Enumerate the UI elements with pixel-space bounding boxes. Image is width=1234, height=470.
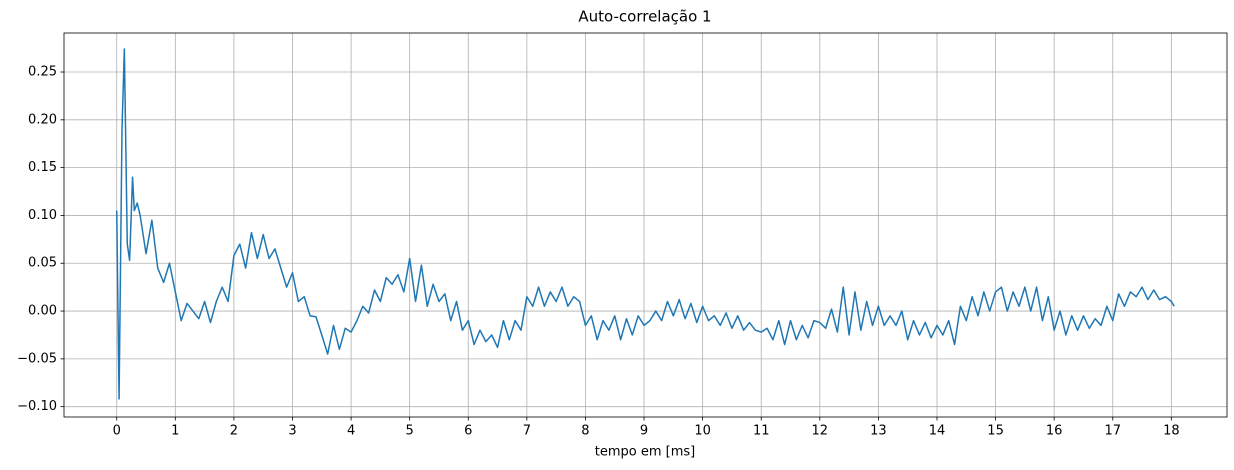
x-axis-label: tempo em [ms] xyxy=(595,445,695,460)
x-tick-label: 14 xyxy=(929,424,946,439)
x-tick-label: 18 xyxy=(1163,424,1180,439)
x-tick-label: 5 xyxy=(406,424,414,439)
x-tick-label: 11 xyxy=(753,424,770,439)
x-tick-label: 6 xyxy=(464,424,472,439)
y-tick-label: 0.10 xyxy=(28,208,57,223)
x-tick-label: 8 xyxy=(581,424,589,439)
x-tick-label: 3 xyxy=(288,424,296,439)
x-tick-label: 13 xyxy=(870,424,887,439)
x-tick-label: 1 xyxy=(171,424,179,439)
x-tick-label: 2 xyxy=(230,424,238,439)
y-tick-label: −0.10 xyxy=(17,399,57,414)
y-tick-label: 0.20 xyxy=(28,112,57,127)
y-tick-label: −0.05 xyxy=(17,351,57,366)
y-tick-label: 0.00 xyxy=(28,304,57,319)
plot-frame xyxy=(63,32,1228,418)
x-tick-label: 15 xyxy=(987,424,1004,439)
x-tick-label: 12 xyxy=(812,424,829,439)
chart-title: Auto-correlação 1 xyxy=(578,8,711,26)
x-tick-label: 17 xyxy=(1104,424,1121,439)
x-tick-label: 16 xyxy=(1046,424,1063,439)
y-tick-label: 0.25 xyxy=(28,65,57,80)
data-line xyxy=(115,48,1175,400)
x-tick-label: 4 xyxy=(347,424,355,439)
x-tick-label: 7 xyxy=(523,424,531,439)
x-tick-label: 9 xyxy=(640,424,648,439)
x-tick-label: 10 xyxy=(694,424,711,439)
x-tick-label: 0 xyxy=(113,424,121,439)
y-tick-label: 0.15 xyxy=(28,160,57,175)
y-tick-label: 0.05 xyxy=(28,256,57,271)
